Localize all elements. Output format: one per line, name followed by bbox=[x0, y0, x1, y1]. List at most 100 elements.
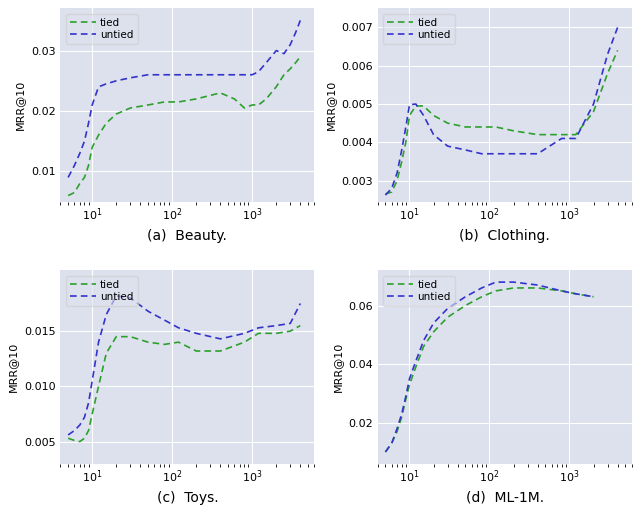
untied bbox=[76, 150, 84, 156]
untied bbox=[287, 320, 294, 326]
untied bbox=[273, 48, 280, 54]
untied bbox=[95, 84, 102, 90]
untied bbox=[388, 440, 396, 446]
X-axis label: (c)  Toys.: (c) Toys. bbox=[157, 490, 218, 505]
untied bbox=[534, 282, 541, 288]
untied bbox=[398, 411, 406, 417]
tied bbox=[76, 181, 84, 187]
untied bbox=[478, 285, 486, 291]
tied bbox=[296, 53, 304, 60]
tied bbox=[478, 124, 486, 130]
Legend: tied, untied: tied, untied bbox=[383, 13, 455, 44]
tied bbox=[534, 131, 541, 137]
untied bbox=[393, 425, 401, 431]
untied bbox=[273, 323, 280, 329]
untied bbox=[248, 72, 256, 78]
tied bbox=[95, 132, 102, 138]
tied bbox=[572, 131, 580, 137]
untied bbox=[255, 325, 262, 331]
untied bbox=[492, 151, 500, 157]
tied bbox=[402, 396, 410, 402]
tied bbox=[412, 364, 420, 370]
untied bbox=[161, 72, 168, 78]
tied bbox=[292, 60, 300, 66]
untied bbox=[113, 293, 120, 299]
Y-axis label: MRR@10: MRR@10 bbox=[326, 80, 335, 130]
tied bbox=[509, 128, 517, 134]
tied bbox=[402, 139, 410, 145]
untied bbox=[175, 325, 182, 331]
untied bbox=[230, 72, 238, 78]
untied bbox=[175, 72, 182, 78]
tied bbox=[70, 438, 78, 444]
Line: tied: tied bbox=[68, 56, 300, 195]
tied bbox=[216, 90, 224, 96]
tied bbox=[230, 96, 238, 102]
Y-axis label: MRR@10: MRR@10 bbox=[8, 342, 19, 392]
tied bbox=[161, 99, 168, 105]
untied bbox=[461, 147, 469, 153]
X-axis label: (a)  Beauty.: (a) Beauty. bbox=[147, 229, 227, 243]
untied bbox=[444, 143, 451, 149]
untied bbox=[381, 192, 389, 198]
untied bbox=[84, 120, 92, 126]
tied bbox=[296, 323, 304, 329]
untied bbox=[70, 427, 78, 433]
untied bbox=[88, 102, 96, 108]
Y-axis label: MRR@10: MRR@10 bbox=[15, 80, 25, 130]
tied bbox=[216, 348, 224, 354]
tied bbox=[88, 144, 96, 150]
Legend: tied, untied: tied, untied bbox=[65, 275, 138, 306]
tied bbox=[193, 348, 200, 354]
untied bbox=[534, 151, 541, 157]
tied bbox=[429, 329, 437, 335]
tied bbox=[113, 333, 120, 340]
tied bbox=[589, 293, 597, 300]
tied bbox=[398, 413, 406, 420]
tied bbox=[193, 96, 200, 102]
untied bbox=[412, 101, 420, 107]
untied bbox=[280, 51, 288, 57]
tied bbox=[144, 339, 152, 345]
untied bbox=[444, 305, 451, 311]
untied bbox=[398, 147, 406, 153]
tied bbox=[248, 102, 256, 108]
untied bbox=[558, 288, 566, 294]
untied bbox=[604, 51, 611, 57]
tied bbox=[127, 105, 134, 111]
tied bbox=[95, 383, 102, 389]
tied bbox=[81, 435, 88, 441]
untied bbox=[287, 42, 294, 48]
untied bbox=[406, 376, 413, 382]
Legend: tied, untied: tied, untied bbox=[383, 275, 455, 306]
untied bbox=[70, 162, 78, 168]
untied bbox=[76, 422, 84, 428]
untied bbox=[144, 308, 152, 314]
untied bbox=[478, 151, 486, 157]
untied bbox=[193, 330, 200, 337]
tied bbox=[589, 109, 597, 115]
tied bbox=[102, 120, 110, 126]
untied bbox=[64, 432, 72, 438]
Line: tied: tied bbox=[68, 326, 300, 442]
tied bbox=[84, 162, 92, 168]
untied bbox=[509, 279, 517, 285]
untied bbox=[88, 378, 96, 384]
untied bbox=[255, 69, 262, 75]
untied bbox=[113, 78, 120, 84]
tied bbox=[420, 103, 428, 109]
tied bbox=[70, 189, 78, 195]
tied bbox=[175, 99, 182, 105]
tied bbox=[393, 428, 401, 435]
untied bbox=[241, 72, 248, 78]
Line: tied: tied bbox=[385, 50, 618, 194]
untied bbox=[402, 393, 410, 400]
tied bbox=[534, 285, 541, 291]
untied bbox=[558, 135, 566, 142]
tied bbox=[102, 350, 110, 357]
tied bbox=[88, 411, 96, 417]
untied bbox=[81, 414, 88, 420]
tied bbox=[287, 66, 294, 72]
untied bbox=[589, 293, 597, 300]
tied bbox=[406, 112, 413, 119]
